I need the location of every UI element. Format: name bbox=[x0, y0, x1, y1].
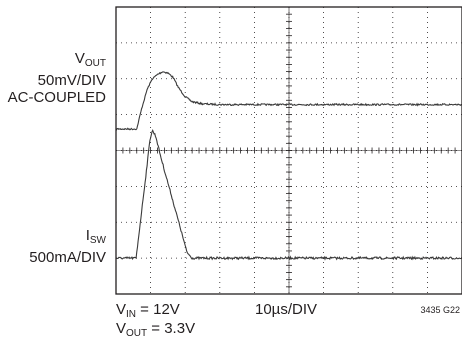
vin-condition: VIN = 12V bbox=[116, 301, 180, 320]
figure-id: 3435 G22 bbox=[420, 305, 460, 315]
grid bbox=[116, 7, 462, 294]
isw-label: ISW 500mA/DIV bbox=[29, 227, 106, 266]
traces bbox=[115, 71, 462, 261]
vout-condition: VOUT = 3.3V bbox=[116, 320, 196, 339]
timebase-label: 10µs/DIV bbox=[255, 301, 317, 318]
plot-frame bbox=[115, 6, 462, 295]
vout-trace bbox=[115, 71, 462, 131]
vout-label: VOUT 50mV/DIV AC-COUPLED bbox=[7, 50, 106, 106]
isw-trace bbox=[116, 129, 462, 261]
